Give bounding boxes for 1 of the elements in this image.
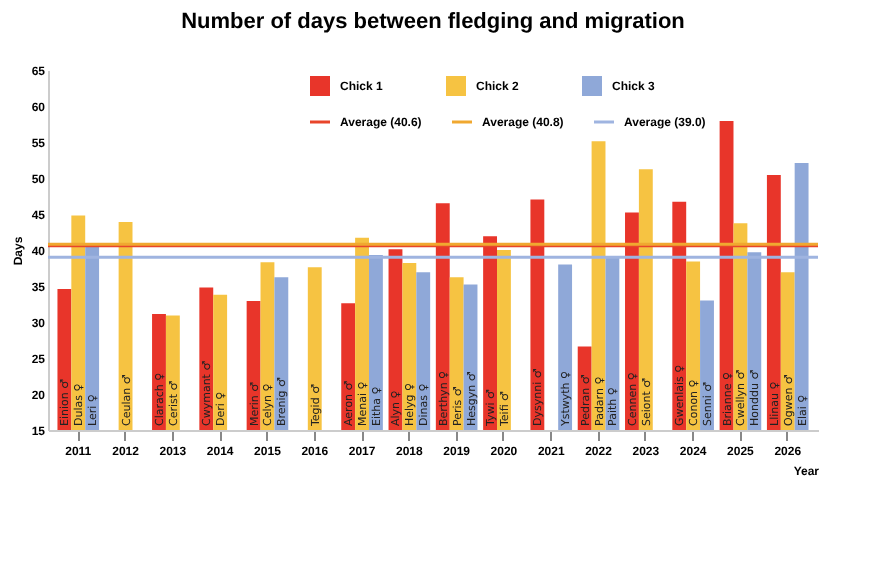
chart-title: Number of days between fledging and migration xyxy=(181,10,686,34)
